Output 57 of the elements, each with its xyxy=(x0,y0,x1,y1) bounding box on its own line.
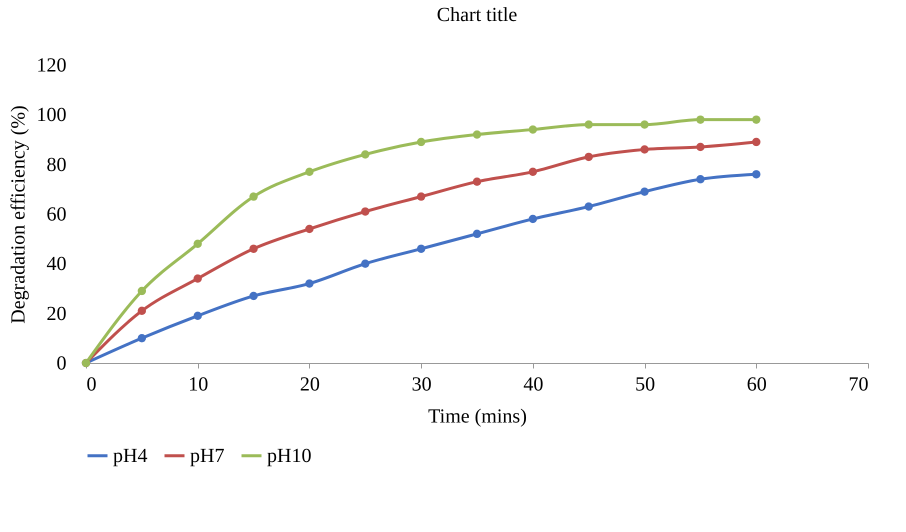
point xyxy=(584,120,593,129)
point xyxy=(584,152,593,162)
x-tick-label: 30 xyxy=(412,374,432,396)
y-axis-title: Degradation efficiency (%) xyxy=(8,105,30,324)
legend-label: pH7 xyxy=(190,444,224,467)
point xyxy=(696,142,705,152)
point xyxy=(138,286,146,296)
point xyxy=(584,202,593,211)
x-tick-label: 40 xyxy=(523,374,544,396)
point xyxy=(138,334,146,342)
point xyxy=(361,150,370,159)
y-tick-label: 120 xyxy=(36,54,66,76)
point xyxy=(249,192,258,201)
point xyxy=(752,170,760,178)
point xyxy=(528,168,538,176)
x-tick-label: 70 xyxy=(848,374,868,396)
point xyxy=(416,138,426,146)
y-tick-label: 100 xyxy=(36,104,66,126)
point xyxy=(528,214,538,224)
point xyxy=(194,240,202,248)
point xyxy=(416,244,426,253)
point xyxy=(305,224,314,234)
point xyxy=(194,274,202,283)
point xyxy=(528,125,538,134)
point xyxy=(194,312,202,320)
y-tick-label: 0 xyxy=(56,352,66,374)
x-tick-label: 20 xyxy=(300,374,320,396)
y-tick-label: 60 xyxy=(46,204,66,226)
point xyxy=(640,145,649,154)
point xyxy=(138,306,146,316)
point xyxy=(640,120,649,129)
point xyxy=(305,279,314,288)
x-tick-label: 0 xyxy=(86,374,96,396)
point xyxy=(249,292,258,300)
point xyxy=(305,168,314,176)
point xyxy=(472,178,482,186)
point xyxy=(249,244,258,253)
point xyxy=(640,187,649,196)
point xyxy=(752,138,760,146)
point xyxy=(472,230,482,238)
point xyxy=(696,115,705,124)
point xyxy=(696,175,705,184)
y-tick-label: 20 xyxy=(46,302,66,325)
y-tick-label: 80 xyxy=(46,154,66,176)
legend-label: pH4 xyxy=(113,444,148,467)
point xyxy=(361,259,370,268)
point xyxy=(361,207,370,216)
x-tick-label: 50 xyxy=(635,374,656,396)
x-tick-label: 10 xyxy=(188,374,208,396)
point xyxy=(752,115,760,124)
x-tick-label: 60 xyxy=(746,374,767,396)
x-axis-title: Time (mins) xyxy=(428,406,527,428)
y-tick-label: 40 xyxy=(46,253,66,276)
point xyxy=(416,192,426,201)
point xyxy=(472,130,482,139)
legend-label: pH10 xyxy=(267,444,312,467)
chart-title: Chart title xyxy=(436,4,518,26)
